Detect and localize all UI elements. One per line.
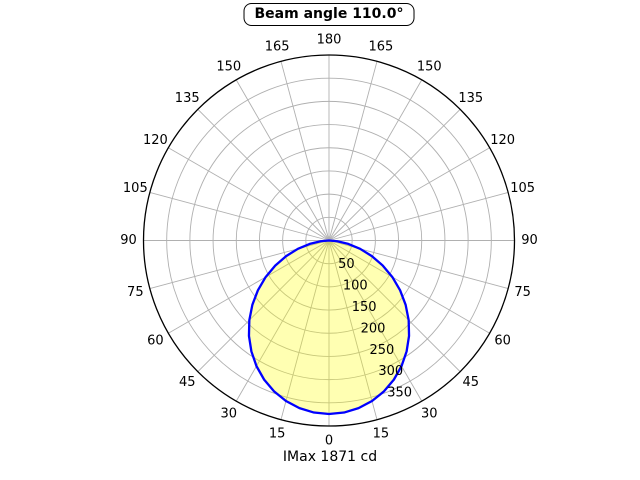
polar-spoke — [328, 147, 490, 241]
polar-spoke — [197, 240, 330, 372]
polar-spoke — [235, 79, 330, 241]
radial-tick-label: 200 — [361, 321, 386, 336]
radial-tick-label: 350 — [387, 386, 412, 401]
angular-tick-label: 120 — [490, 133, 515, 148]
angular-tick-label: 150 — [417, 59, 442, 74]
radial-tick-label: 150 — [352, 300, 377, 315]
polar-spoke — [328, 79, 423, 241]
polar-spoke — [168, 147, 330, 241]
radial-tick-label: 100 — [343, 279, 368, 294]
polar-spoke — [149, 192, 330, 241]
angular-tick-label: 165 — [265, 39, 290, 54]
angular-tick-label: 45 — [463, 375, 480, 390]
angular-tick-label: 165 — [368, 39, 393, 54]
angular-tick-label: 90 — [521, 233, 538, 248]
polar-spoke — [328, 240, 490, 334]
angular-tick-label: 105 — [123, 181, 148, 196]
polar-spoke — [328, 240, 461, 372]
polar-spoke — [235, 240, 330, 402]
polar-spoke — [328, 240, 378, 420]
polar-spoke — [168, 240, 330, 334]
angular-tick-label: 0 — [325, 434, 333, 449]
angular-tick-label: 15 — [269, 427, 286, 442]
angular-tick-label: 120 — [143, 133, 168, 148]
angular-tick-label: 180 — [317, 33, 342, 48]
polar-spoke — [328, 109, 461, 241]
angular-tick-label: 60 — [494, 333, 511, 348]
angular-tick-label: 150 — [216, 59, 241, 74]
angular-tick-label: 75 — [514, 285, 531, 300]
polar-spoke — [197, 109, 330, 241]
angular-tick-label: 105 — [510, 181, 535, 196]
polar-spoke — [280, 240, 330, 420]
polar-spoke — [328, 61, 378, 241]
angular-tick-label: 75 — [127, 285, 144, 300]
angular-tick-label: 60 — [147, 333, 164, 348]
angular-tick-label: 30 — [421, 407, 438, 422]
angular-tick-label: 135 — [458, 91, 483, 106]
polar-spoke — [328, 240, 423, 402]
angular-tick-label: 45 — [179, 375, 196, 390]
angular-tick-label: 90 — [120, 233, 137, 248]
angular-tick-label: 135 — [175, 91, 200, 106]
beam-curve — [247, 239, 411, 416]
polar-spoke — [280, 61, 330, 241]
imax-caption: IMax 1871 cd — [282, 449, 378, 465]
angular-tick-label: 30 — [220, 407, 237, 422]
radial-tick-label: 300 — [378, 364, 403, 379]
radial-tick-label: 50 — [338, 257, 355, 272]
radial-tick-label: 250 — [369, 343, 394, 358]
angular-tick-label: 15 — [373, 427, 390, 442]
polar-spoke — [328, 192, 509, 241]
outer-ring — [142, 54, 516, 427]
chart-title: Beam angle 110.0° — [243, 3, 415, 26]
